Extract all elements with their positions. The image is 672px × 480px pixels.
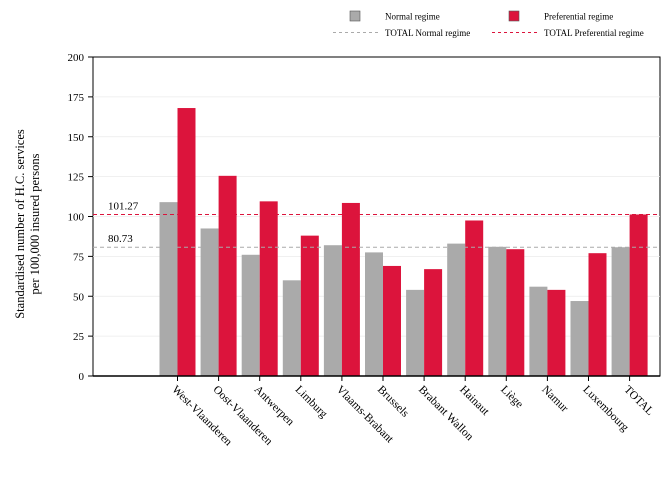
bar-normal — [611, 247, 630, 376]
bar-preferential — [629, 214, 648, 376]
bar-preferential — [383, 265, 401, 376]
y-tick-label: 75 — [73, 251, 85, 263]
reference-line-label: 80.73 — [108, 233, 133, 245]
bar-normal — [323, 245, 342, 376]
x-tick-label: Namur — [539, 384, 570, 415]
bar-preferential — [259, 201, 278, 376]
bar-normal — [200, 228, 219, 376]
bar-normal — [241, 254, 260, 376]
reference-lines: 80.73 101.27 — [93, 200, 660, 248]
bar-preferential — [547, 289, 566, 376]
y-tick-label: 100 — [68, 212, 85, 224]
bars — [159, 108, 648, 376]
bar-normal — [159, 202, 178, 376]
bar-normal — [488, 246, 507, 376]
legend-label-total-normal: TOTAL Normal regime — [385, 28, 470, 38]
x-axis-ticks: West-VlaanderenOost-VlaanderenAntwerpenL… — [169, 376, 656, 449]
bar-normal — [365, 252, 383, 376]
y-tick-label: 125 — [68, 172, 85, 184]
y-tick-label: 25 — [73, 331, 85, 343]
legend: Normal regime Preferential regime TOTAL … — [333, 10, 644, 38]
bar-preferential — [588, 253, 607, 376]
x-tick-label: TOTAL — [621, 384, 655, 418]
reference-line-label: 101.27 — [108, 200, 139, 212]
bar-preferential — [218, 175, 237, 376]
y-tick-label: 50 — [73, 291, 85, 303]
bar-preferential — [506, 249, 525, 376]
legend-label-normal: Normal regime — [385, 12, 440, 22]
y-tick-label: 175 — [68, 92, 85, 104]
legend-swatch-preferential — [508, 10, 520, 22]
x-tick-label: Hainaut — [457, 384, 492, 419]
legend-swatch-normal — [349, 10, 361, 22]
bar-normal — [529, 286, 548, 376]
bar-preferential — [341, 202, 360, 376]
bar-preferential — [300, 235, 319, 376]
bar-preferential — [424, 269, 443, 376]
y-axis-ticks: 0 25 50 75 100 125 150 175 200 — [68, 52, 93, 383]
bar-normal — [447, 243, 466, 376]
x-tick-label: Limburg — [293, 384, 330, 421]
y-axis-label-line-1: Standardised number of H.C. services — [13, 129, 27, 319]
bar-normal — [282, 280, 301, 376]
bar-preferential — [177, 108, 196, 376]
y-tick-label: 200 — [68, 52, 85, 64]
x-tick-label: Brussels — [375, 384, 411, 420]
legend-label-preferential: Preferential regime — [544, 12, 613, 22]
bar-normal — [570, 301, 589, 376]
y-axis-label-line-2: per 100,000 insured persons — [28, 153, 42, 294]
x-tick-label: Liège — [498, 384, 525, 411]
y-axis-label: Standardised number of H.C. services per… — [13, 129, 42, 319]
legend-label-total-preferential: TOTAL Preferential regime — [544, 28, 644, 38]
y-tick-label: 150 — [68, 132, 85, 144]
bar-normal — [406, 289, 425, 376]
y-tick-label: 0 — [79, 371, 85, 383]
bar-preferential — [465, 220, 484, 376]
